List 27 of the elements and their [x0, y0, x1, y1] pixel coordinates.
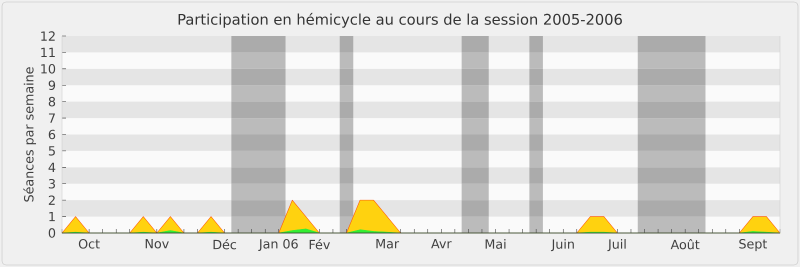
y-tick-label: 2	[48, 195, 55, 205]
y-tick-label: 10	[41, 64, 56, 74]
y-tick-label: 4	[48, 162, 56, 172]
x-tick-label: Mai	[486, 239, 506, 249]
y-tick-label: 0	[48, 228, 56, 238]
x-tick-label: Oct	[78, 239, 100, 249]
y-tick-label: 11	[41, 48, 55, 58]
x-tick-label: Nov	[146, 239, 169, 248]
x-tick-label: Juin	[550, 239, 574, 252]
x-tick-label: Fév	[310, 239, 330, 250]
x-tick-label: Août	[670, 239, 700, 250]
y-tick-label: 9	[48, 80, 56, 90]
y-tick-label: 3	[48, 178, 55, 189]
y-tick-label: 6	[48, 130, 56, 140]
y-tick-label: 7	[48, 113, 55, 123]
y-tick-label: 5	[48, 146, 55, 156]
chart-title: Participation en hémicycle au cours de la session 2005-2006	[178, 12, 622, 28]
y-axis-title: Séances par semaine	[23, 67, 36, 202]
x-tick-label: Sept	[739, 239, 768, 252]
x-tick-label: Jan 06	[258, 239, 298, 251]
x-tick-label: Avr	[431, 239, 452, 248]
x-tick-label: Déc	[214, 239, 236, 250]
y-tick-label: 8	[48, 96, 56, 106]
y-tick-label: 12	[41, 31, 55, 41]
x-tick-label: Juil	[607, 239, 626, 252]
y-tick-label: 1	[49, 212, 55, 222]
x-tick-label: Mar	[376, 239, 400, 248]
